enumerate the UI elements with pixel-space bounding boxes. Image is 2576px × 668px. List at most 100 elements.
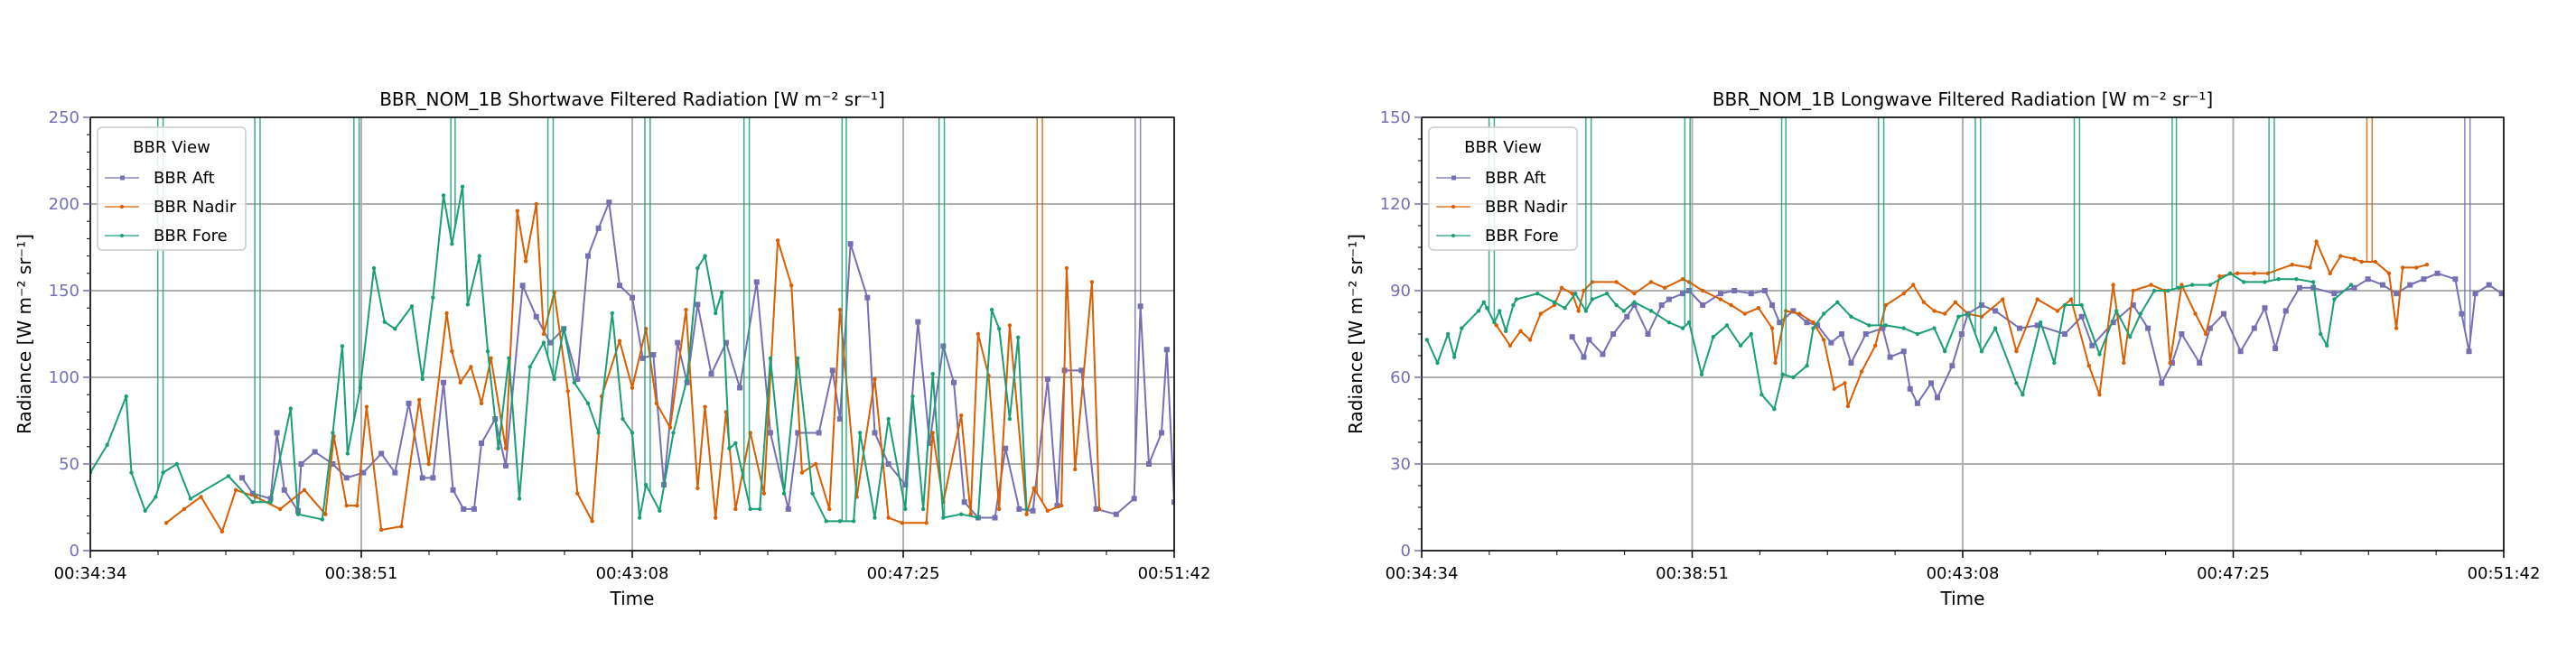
data-point-bbr-nadir [703,404,707,409]
data-point-bbr-nadir [1843,381,1847,385]
chart-title: BBR_NOM_1B Shortwave Filtered Radiation … [379,88,885,110]
legend-label: BBR Nadir [154,198,237,217]
data-point-bbr-nadir [997,506,1002,512]
legend-marker [1451,175,1456,181]
data-point-bbr-aft [1600,351,1606,357]
data-point-bbr-fore [975,515,981,520]
data-point-bbr-aft [2365,276,2371,283]
data-point-bbr-nadir [302,487,307,492]
data-point-bbr-nadir [2149,283,2153,287]
data-point-bbr-aft [2034,322,2040,329]
data-point-bbr-fore [671,431,676,435]
data-point-bbr-nadir [1797,311,1802,316]
chart-title: BBR_NOM_1B Longwave Filtered Radiation [… [1713,88,2213,110]
data-point-bbr-aft [847,241,854,247]
data-point-bbr-nadir [654,401,659,405]
data-point-bbr-aft [1054,503,1060,509]
y-tick-label: 0 [1401,542,1411,561]
data-point-bbr-fore [720,290,724,295]
legend-marker [120,234,124,237]
data-point-bbr-fore [768,356,773,361]
data-point-bbr-aft [330,461,336,467]
data-point-bbr-aft [471,506,477,512]
data-point-bbr-aft [1171,499,1174,506]
data-point-bbr-nadir [1821,338,1826,342]
data-point-bbr-fore [561,327,566,331]
data-point-bbr-aft [2062,331,2068,337]
data-point-bbr-fore [143,508,147,514]
data-point-bbr-fore [1016,335,1021,340]
x-tick-label: 00:51:42 [1138,564,1211,583]
data-point-bbr-fore [2176,285,2181,290]
data-point-bbr-aft [816,430,822,436]
data-point-bbr-fore [1481,300,1486,304]
legend-marker [120,205,124,209]
data-point-bbr-nadir [617,339,622,343]
y-tick-label: 30 [1390,455,1411,474]
data-point-bbr-fore [1901,326,1906,330]
data-point-bbr-nadir [1073,467,1078,471]
data-point-bbr-aft [2251,325,2257,331]
data-point-bbr-fore [910,394,915,399]
data-point-bbr-nadir [789,283,794,288]
data-point-bbr-fore [295,512,301,516]
data-point-bbr-nadir [1538,311,1543,316]
data-point-bbr-aft [1016,506,1022,512]
data-point-bbr-aft [2159,380,2165,386]
data-point-bbr-nadir [344,503,349,508]
data-point-bbr-nadir [2086,364,2092,368]
data-point-bbr-fore [930,371,935,376]
data-point-bbr-fore [517,496,522,501]
data-point-bbr-nadir [1700,288,1705,293]
legend-label: BBR Nadir [1485,198,1568,217]
data-point-bbr-aft [2110,320,2116,326]
data-point-bbr-aft [1624,313,1630,320]
legend-marker [1451,205,1455,209]
data-point-bbr-aft [951,379,957,385]
legend-marker [1451,234,1455,237]
data-point-bbr-fore [1849,314,1853,319]
data-point-bbr-fore [1821,311,1826,316]
data-point-bbr-fore [382,320,387,324]
data-point-bbr-fore [1648,309,1654,313]
data-point-bbr-aft [1003,445,1009,451]
data-point-bbr-nadir [2014,349,2019,354]
data-point-bbr-aft [2486,282,2492,288]
y-tick-label: 90 [1390,282,1411,301]
x-axis-label: Time [1940,588,1985,609]
data-point-bbr-fore [630,431,635,435]
data-point-bbr-fore [1435,360,1440,366]
data-point-bbr-aft [1717,291,1723,297]
data-point-bbr-nadir [924,521,929,525]
data-point-bbr-fore [1621,309,1626,313]
data-point-bbr-aft [836,416,843,422]
data-layer [90,117,1174,534]
data-point-bbr-aft [1158,430,1164,436]
data-point-bbr-nadir [378,527,384,533]
data-point-bbr-fore [2189,283,2195,287]
x-tick-label: 00:38:51 [325,564,398,583]
data-point-bbr-fore [903,506,908,512]
data-point-bbr-fore [796,356,800,361]
data-point-bbr-fore [1749,331,1753,337]
data-point-bbr-fore [2348,283,2354,287]
data-point-bbr-fore [1504,329,1508,333]
legend-marker [120,175,125,181]
data-point-bbr-fore [2128,335,2133,339]
data-point-bbr-fore [1511,302,1516,308]
data-point-bbr-aft [2472,291,2478,297]
data-point-bbr-fore [727,446,732,450]
data-point-bbr-fore [226,474,231,478]
data-point-bbr-nadir [364,404,369,409]
data-point-bbr-fore [485,349,490,354]
data-point-bbr-fore [1956,314,1961,319]
data-point-bbr-aft [1907,385,1913,392]
data-point-bbr-aft [1887,354,1893,360]
data-point-bbr-aft [1761,288,1768,293]
data-point-bbr-nadir [2424,263,2430,267]
data-point-bbr-nadir [575,491,580,496]
data-point-bbr-fore [2097,352,2102,357]
legend-label: BBR Fore [1485,227,1559,246]
data-point-bbr-nadir [2308,265,2312,270]
data-point-bbr-nadir [1559,285,1564,290]
